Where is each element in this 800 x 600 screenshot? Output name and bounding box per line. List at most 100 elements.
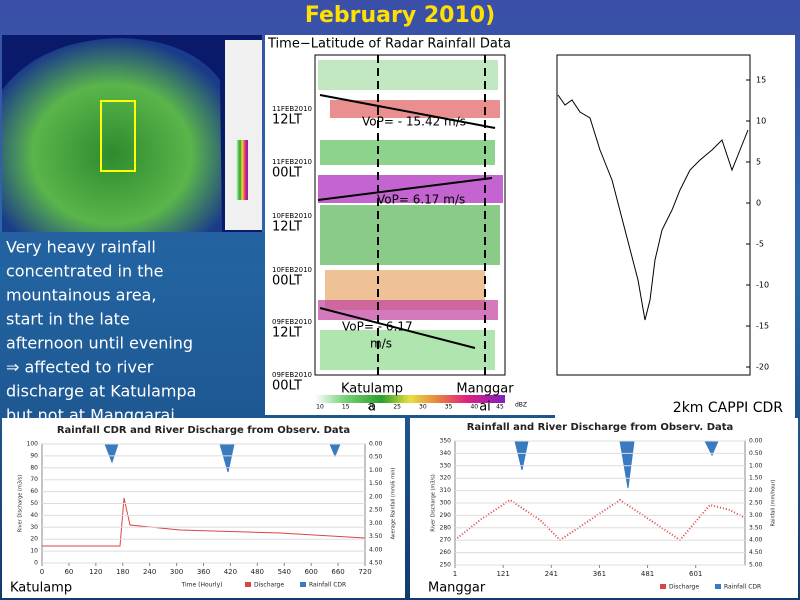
- x-tick-label: 660: [331, 568, 344, 576]
- y-tick-label: 10: [756, 117, 766, 126]
- colorbar-tick: 40: [470, 404, 478, 411]
- cdr-label: 2km CAPPI CDR: [673, 400, 783, 416]
- legend-label: Discharge: [669, 584, 699, 591]
- y-tick-label: 270: [440, 537, 452, 544]
- velocity-annotation: VoP= - 15.42 m/s: [362, 115, 466, 129]
- colorbar-tick: 15: [342, 404, 350, 411]
- y-tick-label: 20: [30, 536, 38, 543]
- station-label: a: [368, 400, 376, 415]
- y2-tick-label: 2.50: [369, 507, 383, 514]
- cdr-panel: [555, 35, 795, 418]
- x-tick-label: 0: [40, 568, 44, 576]
- description-line: but not at Manggarai: [6, 406, 175, 425]
- x-tick-label: 600: [304, 568, 317, 576]
- y2-tick-label: 1.00: [749, 462, 763, 469]
- date-label: 09FEB2010: [272, 318, 312, 326]
- time-label: 00LT: [272, 166, 302, 181]
- x-tick-label: 1: [453, 570, 457, 578]
- y-tick-label: 250: [440, 562, 452, 569]
- legend-swatch: [300, 582, 306, 587]
- propagation-arrow: [317, 177, 493, 201]
- rain-blob: [318, 300, 498, 320]
- colorbar-unit: dBZ: [515, 402, 527, 409]
- description-line: mountainous area,: [6, 286, 156, 305]
- y-tick-label: 90: [30, 452, 38, 459]
- y-tick-label: 320: [440, 475, 452, 482]
- rain-blob: [320, 205, 500, 265]
- time-label: 12LT: [272, 326, 302, 341]
- radar-field: [2, 38, 222, 232]
- hovmoller-title: Time−Latitude of Radar Rainfall Data: [267, 37, 511, 52]
- y-tick-label: 280: [440, 524, 452, 531]
- legend-label: Rainfall CDR: [724, 584, 761, 591]
- x-tick-label: 121: [496, 570, 509, 578]
- y-tick-label: 0: [34, 560, 38, 567]
- cdr-plot: [556, 54, 751, 376]
- y2-tick-label: 3.00: [749, 512, 763, 519]
- legend-label: Discharge: [254, 582, 284, 589]
- rainfall-curve: [455, 440, 745, 489]
- y2-tick-label: 0.00: [749, 438, 763, 445]
- time-label: 12LT: [272, 113, 302, 128]
- propagation-arrow: [319, 307, 476, 349]
- description-line: discharge at Katulampa: [6, 382, 196, 401]
- legend-swatch: [245, 582, 251, 587]
- y-tick-label: 290: [440, 512, 452, 519]
- radar-colorbar: [236, 140, 248, 200]
- x-tick-label: 360: [197, 568, 210, 576]
- y-tick-label: 350: [440, 438, 452, 445]
- date-label: 09FEB2010: [272, 371, 312, 379]
- slide-title: February 2010): [305, 3, 495, 28]
- x-tick-label: 481: [641, 570, 654, 578]
- legend-swatch: [660, 584, 666, 589]
- y2-tick-label: 1.00: [369, 467, 383, 474]
- colorbar-tick: 35: [445, 404, 453, 411]
- y2-tick-label: 4.00: [749, 537, 763, 544]
- x-tick-label: 540: [278, 568, 291, 576]
- colorbar-tick: 10: [316, 404, 324, 411]
- propagation-arrow: [319, 94, 496, 129]
- date-label: 11FEB2010: [272, 105, 312, 113]
- y2-tick-label: 0.50: [749, 450, 763, 457]
- x-tick-label: 240: [143, 568, 156, 576]
- date-label: 10FEB2010: [272, 212, 312, 220]
- rain-blob: [320, 330, 495, 370]
- x-tick-label: 241: [545, 570, 558, 578]
- y-tick-label: 300: [440, 500, 452, 507]
- y-tick-label: 10: [30, 548, 38, 555]
- y2-tick-label: 0.50: [369, 454, 383, 461]
- legend-swatch: [715, 584, 721, 589]
- y-tick-label: 330: [440, 462, 452, 469]
- x-tick-label: 361: [593, 570, 606, 578]
- y2-tick-label: 1.50: [369, 480, 383, 487]
- y2-tick-label: 3.50: [749, 524, 763, 531]
- x-tick-label: 420: [224, 568, 237, 576]
- y-tick-label: 60: [30, 488, 38, 495]
- y-axis-label: River Discharge (m3/s): [18, 475, 24, 532]
- description-line: afternoon until evening: [6, 334, 193, 353]
- date-label: 10FEB2010: [272, 266, 312, 274]
- y-tick-label: 260: [440, 549, 452, 556]
- x-tick-label: 120: [89, 568, 102, 576]
- time-label: 12LT: [272, 220, 302, 235]
- manggarai-panel: [410, 418, 798, 598]
- x-axis-label: Time (Hourly): [181, 582, 223, 589]
- x-tick-label: 601: [689, 570, 702, 578]
- date-label: 11FEB2010: [272, 158, 312, 166]
- y-tick-label: 15: [756, 76, 766, 85]
- y-tick-label: 50: [30, 500, 38, 507]
- cdr-curve: [557, 94, 749, 321]
- y-tick-label: -20: [756, 363, 769, 372]
- y2-tick-label: 1.50: [749, 475, 763, 482]
- rain-blob: [320, 140, 495, 165]
- y-tick-label: 340: [440, 450, 452, 457]
- station-label: Katulamp: [341, 382, 403, 397]
- legend-label: Rainfall CDR: [309, 582, 346, 589]
- y-tick-label: 310: [440, 487, 452, 494]
- station-label: Manggar: [428, 581, 486, 596]
- y2-axis-label: Rainfall (mm/hour): [771, 479, 777, 526]
- y-tick-label: 0: [756, 199, 761, 208]
- y2-tick-label: 2.50: [749, 500, 763, 507]
- y-tick-label: 100: [27, 441, 39, 448]
- colorbar-tick: 45: [496, 404, 504, 411]
